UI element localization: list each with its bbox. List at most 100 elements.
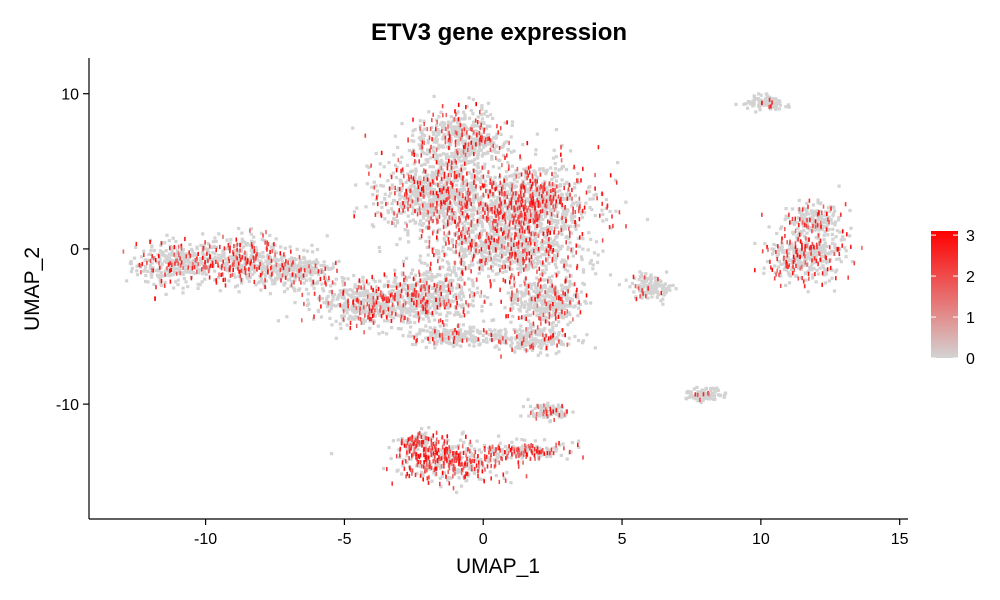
cell-point xyxy=(463,132,467,136)
cell-point xyxy=(338,293,342,297)
cell-point xyxy=(571,282,575,287)
cell-point xyxy=(449,162,453,167)
cell-point xyxy=(457,196,461,200)
cell-point xyxy=(226,246,230,250)
cell-point xyxy=(352,210,356,214)
cell-point xyxy=(512,196,516,200)
cell-point xyxy=(493,243,497,247)
cell-point xyxy=(820,260,824,264)
cell-point xyxy=(592,251,597,255)
cell-point xyxy=(160,250,164,254)
cell-point xyxy=(264,266,268,270)
cell-point xyxy=(495,253,499,257)
cell-point xyxy=(176,271,180,275)
cell-point xyxy=(201,250,205,254)
cell-point xyxy=(397,290,401,295)
cell-point xyxy=(534,193,538,197)
cell-point xyxy=(434,283,438,287)
cell-point xyxy=(430,125,434,129)
cell-point xyxy=(282,273,286,277)
cell-point xyxy=(490,157,494,161)
cell-point xyxy=(444,284,448,288)
cell-point xyxy=(519,333,523,337)
cell-point xyxy=(398,237,402,241)
cell-point xyxy=(390,326,394,330)
cell-point xyxy=(391,171,395,175)
cell-point xyxy=(406,321,410,325)
cell-point xyxy=(413,321,417,325)
cell-point xyxy=(438,324,442,328)
cell-point xyxy=(331,294,335,299)
cell-point xyxy=(309,278,313,282)
cell-point xyxy=(302,248,306,252)
cell-point xyxy=(547,301,551,305)
cell-point xyxy=(538,298,542,302)
cell-point xyxy=(513,295,517,299)
cell-point xyxy=(837,257,841,261)
cell-point xyxy=(438,273,442,277)
cell-point xyxy=(656,290,660,294)
cell-point xyxy=(492,246,496,250)
cell-point xyxy=(361,317,365,321)
cell-point xyxy=(518,346,522,350)
cell-point xyxy=(503,204,507,208)
cell-point xyxy=(545,226,549,230)
cell-point xyxy=(423,151,427,155)
cell-point xyxy=(476,291,480,295)
cell-point xyxy=(383,217,387,221)
cell-point xyxy=(651,285,655,289)
cell-point xyxy=(539,311,543,315)
cell-point xyxy=(441,258,445,262)
cell-point xyxy=(380,310,384,314)
cell-point xyxy=(810,210,814,215)
cell-point xyxy=(172,267,176,271)
cell-point xyxy=(191,258,195,262)
cell-point xyxy=(406,178,410,182)
cell-point xyxy=(377,245,381,250)
cell-point xyxy=(346,277,350,281)
cell-point xyxy=(280,267,284,271)
cell-point xyxy=(179,253,184,257)
cell-point xyxy=(830,276,834,280)
cell-point xyxy=(655,295,659,299)
cell-point xyxy=(475,124,479,128)
cell-point xyxy=(535,239,539,243)
cell-point xyxy=(454,150,458,155)
cell-point xyxy=(390,299,394,303)
cell-point xyxy=(529,326,533,330)
cell-point xyxy=(399,309,403,313)
cell-point xyxy=(377,279,382,283)
cell-point xyxy=(383,283,387,287)
cell-point xyxy=(523,253,528,257)
cell-point xyxy=(197,271,201,275)
cell-point xyxy=(412,314,416,318)
cell-point xyxy=(447,266,451,270)
cell-point xyxy=(467,208,471,212)
cell-point xyxy=(488,124,492,128)
cell-point xyxy=(514,228,518,232)
cell-point xyxy=(485,261,489,266)
cell-point xyxy=(503,306,507,310)
cell-point xyxy=(512,210,516,214)
cell-point xyxy=(182,277,186,281)
cell-point xyxy=(562,216,566,220)
cell-point xyxy=(422,211,426,215)
cell-point xyxy=(500,238,504,243)
cell-point xyxy=(503,332,507,336)
cell-point xyxy=(496,150,500,154)
cell-point xyxy=(194,261,198,265)
cell-point xyxy=(418,147,422,151)
cell-point xyxy=(390,186,394,190)
cell-point xyxy=(540,302,544,306)
cell-point xyxy=(492,231,496,235)
cell-point xyxy=(490,149,494,153)
cell-point xyxy=(198,261,202,265)
cell-point xyxy=(559,247,563,251)
cell-point xyxy=(164,249,168,253)
cell-point xyxy=(386,312,390,316)
cell-point xyxy=(560,284,564,288)
cell-point xyxy=(624,278,628,282)
cell-point xyxy=(485,124,489,128)
cell-point xyxy=(560,143,564,148)
cell-point xyxy=(762,271,766,275)
